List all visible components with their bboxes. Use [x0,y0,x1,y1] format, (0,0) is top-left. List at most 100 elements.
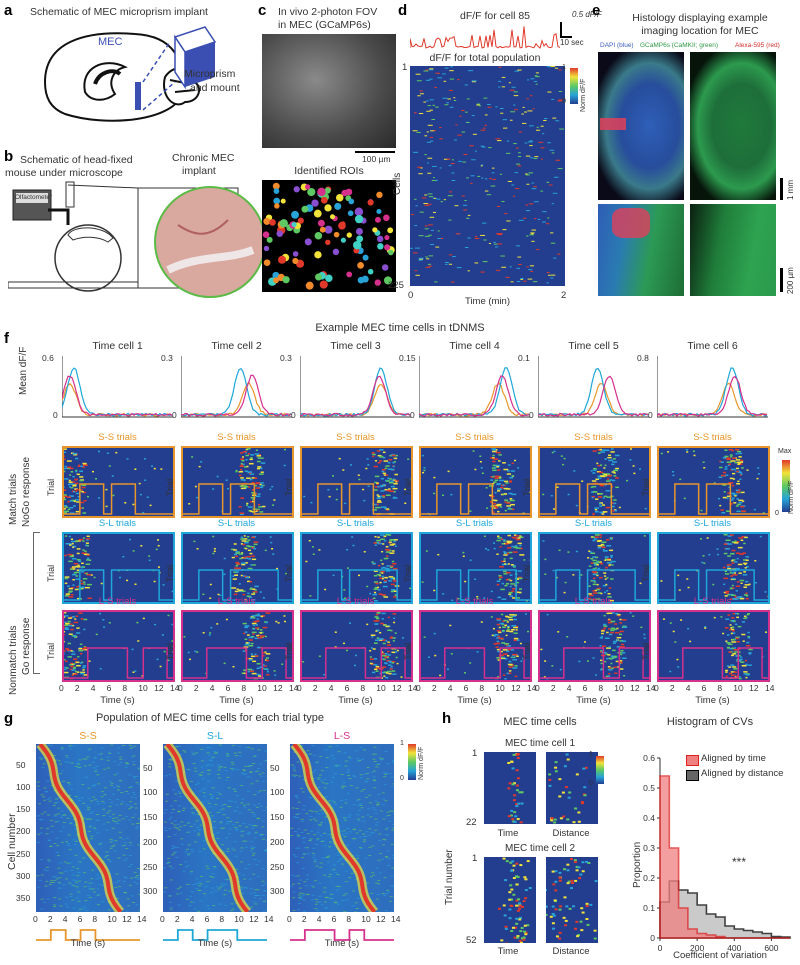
trial-event [374,616,378,618]
trial-axis-label: Trial [641,642,651,660]
heat-noise [110,744,114,746]
heat-noise [348,778,352,780]
raster-event [525,210,531,212]
raster-event [531,188,537,190]
heat-noise [188,895,192,897]
heat-noise [90,835,94,837]
heat-noise [239,850,243,852]
trial-event [244,541,249,544]
trial-event [731,492,736,495]
heat-noise [119,761,123,763]
trial-event [732,612,736,615]
raster-event [449,106,454,108]
trial-event [76,586,80,588]
trial-event [508,616,513,619]
trial-event [618,661,623,664]
heat-noise [344,802,348,804]
trial-event [599,650,603,652]
raster-event [427,124,433,126]
heat-noise [123,859,127,861]
trial-event [614,672,618,674]
legend-gcamp: GCaMP6s (CaMKII; green) [640,42,719,49]
heat-noise [247,864,251,866]
trial-event [370,658,375,660]
raster-event [447,195,453,197]
trial-event [256,646,261,649]
trial-event [592,536,595,539]
trial-event [590,470,593,472]
trial-event [740,656,743,658]
trial-event [512,537,517,539]
heat-noise [313,834,317,836]
trial-event [563,591,566,594]
heat-noise [200,748,204,750]
heat-noise [119,756,123,758]
heat-noise [136,767,140,769]
heat-noise [386,850,390,852]
heat-noise [382,838,386,840]
heat-noise [135,775,139,777]
g-cb-bottom: 0 [400,775,404,782]
heat-noise [297,813,301,815]
h-event [558,778,562,781]
trial-event [496,466,500,468]
heat-noise [70,869,74,871]
trial-event [385,662,388,665]
heat-noise [59,763,63,765]
trial-event [380,477,385,480]
trial-event [256,460,261,463]
trial-event [378,564,381,567]
heat-noise [358,759,362,761]
trial-event [392,562,397,565]
trial-event [385,676,389,679]
trial-raster [181,610,294,682]
heat-noise [100,747,104,749]
raster-event [500,255,505,257]
raster-event [530,232,535,234]
heat-noise [369,816,373,818]
trial-event [602,497,605,499]
trial-event [507,663,513,666]
heat-noise [57,760,61,762]
raster-event [493,243,498,245]
heat-noise [66,862,70,864]
trial-event [142,617,145,620]
h-event [563,868,567,871]
trial-event [75,510,81,513]
heat-noise [75,897,79,899]
trial-event [596,574,599,577]
trial-event [498,454,502,456]
raster-event [425,266,430,268]
heat-noise [257,818,261,820]
trial-event [376,503,379,506]
trial-event [607,619,612,622]
h-event [585,905,589,908]
trial-event [371,671,376,674]
trial-event [83,499,87,502]
heat-noise [194,841,198,843]
h-event [564,919,568,922]
heat-noise [199,900,203,902]
h-event [519,821,523,824]
trial-event [381,612,386,615]
trial-event [611,471,616,473]
trial-event [494,466,497,469]
trial-event [507,547,512,549]
heat-noise [309,838,313,840]
raster-event [535,72,539,74]
h-event [567,796,571,799]
trial-event [64,455,65,457]
raster-event [553,257,557,259]
trial-event [725,510,731,512]
trial-event [382,496,385,498]
heat-noise [65,755,69,757]
trial-event [614,509,617,512]
heat-noise [247,809,251,811]
trial-event [334,631,337,633]
trial-event [735,552,740,554]
heat-noise [169,816,173,818]
trial-event [732,587,735,589]
trial-event [283,448,286,451]
heat-noise [78,759,82,761]
time-cell-title: Time cell 2 [211,340,262,352]
